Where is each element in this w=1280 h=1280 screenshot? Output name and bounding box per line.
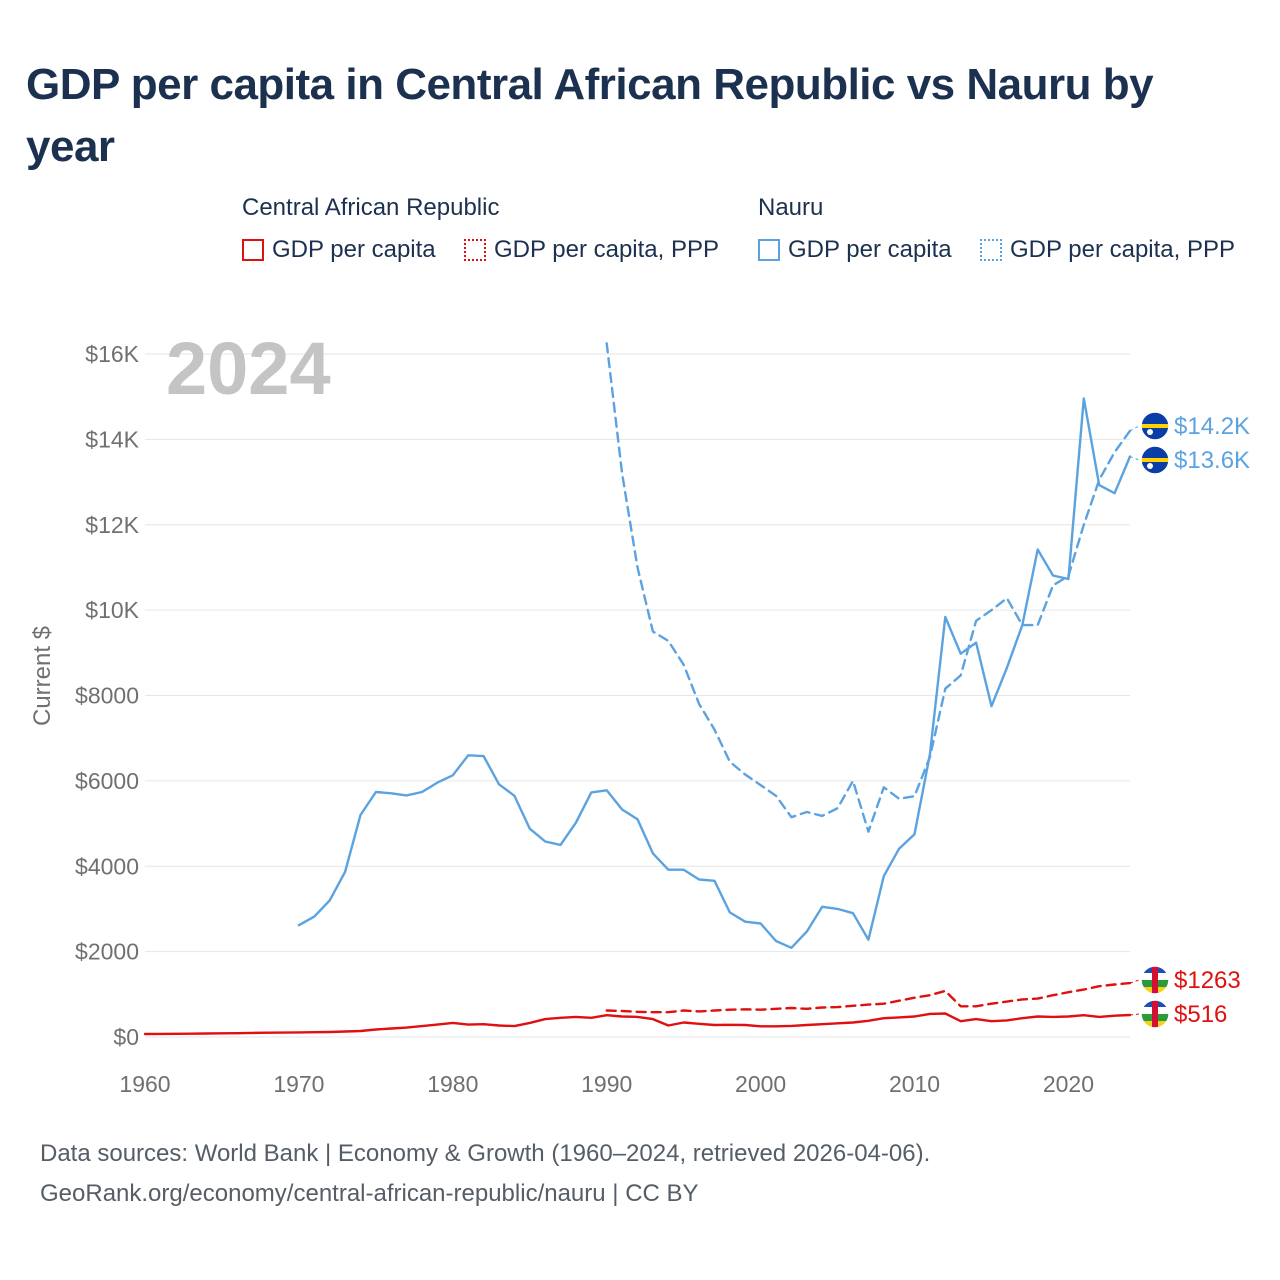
end-value-label: $1263 [1174,967,1241,994]
label-leader-line [1129,979,1140,984]
nauru-flag-icon [1141,446,1169,474]
x-tick-label: 2010 [889,1071,940,1097]
flag-star [1147,463,1153,469]
footer-sources: Data sources: World Bank | Economy & Gro… [40,1140,931,1167]
flag-center-stripe [1152,1000,1158,1028]
flag-center-stripe [1152,966,1158,994]
y-tick-label: $4000 [75,853,139,879]
y-tick-label: $8000 [75,683,139,709]
x-tick-label: 1970 [273,1071,324,1097]
end-value-label: $516 [1174,1001,1227,1028]
y-tick-label: $14K [85,426,139,452]
legend-swatch-solid-red [242,239,264,261]
end-value-label: $14.2K [1174,413,1250,440]
label-leader-line [1129,425,1140,432]
chart-title: GDP per capita in Central African Republ… [26,60,1154,171]
y-tick-label: $12K [85,512,139,538]
label-leader-line [1129,1013,1140,1016]
legend-label: GDP per capita [788,236,952,263]
y-tick-label: $0 [113,1024,139,1050]
y-tick-label: $16K [85,341,139,367]
x-tick-label: 1960 [119,1071,170,1097]
legend-nauru-gdp-per-capita[interactable]: GDP per capita [758,236,952,264]
y-tick-label: $6000 [75,768,139,794]
x-tick-label: 1980 [427,1071,478,1097]
series-line-0 [143,1012,1132,1036]
x-tick-label: 1990 [581,1071,632,1097]
legend-swatch-solid-blue [758,239,780,261]
flag-ring [1140,965,1170,995]
y-tick-label: $2000 [75,939,139,965]
flag-ring [1140,411,1170,441]
footer-link[interactable]: GeoRank.org/economy/central-african-repu… [40,1180,699,1207]
series-line-1 [605,981,1132,1014]
y-tick-label: $10K [85,597,139,623]
x-tick-label: 2000 [735,1071,786,1097]
legend-car-gdp-per-capita[interactable]: GDP per capita [242,236,436,264]
flag-star [1147,429,1153,435]
central-african-republic-flag-icon [1141,1000,1169,1028]
flag-stripe [1141,458,1169,462]
x-tick-label: 2020 [1043,1071,1094,1097]
legend-group-central-african-republic: Central African Republic [242,194,500,221]
legend-label: GDP per capita [272,236,436,263]
end-value-label: $13.6K [1174,447,1250,474]
flag-ring [1140,999,1170,1029]
legend-nauru-gdp-per-capita-ppp[interactable]: GDP per capita, PPP [980,236,1235,264]
label-leader-line [1129,455,1140,461]
legend-label: GDP per capita, PPP [1010,236,1235,263]
series-line-2 [297,397,1132,949]
flag-ring [1140,445,1170,475]
legend-car-gdp-per-capita-ppp[interactable]: GDP per capita, PPP [464,236,719,264]
legend-swatch-dotted-red [464,239,486,261]
central-african-republic-flag-icon [1141,966,1169,994]
y-axis-label: Current $ [29,626,56,726]
legend-label: GDP per capita, PPP [494,236,719,263]
legend-group-nauru: Nauru [758,194,824,221]
series-line-3 [605,342,1132,833]
year-badge: 2024 [166,327,331,410]
flag-stripe [1141,424,1169,428]
legend-swatch-dotted-blue [980,239,1002,261]
nauru-flag-icon [1141,412,1169,440]
